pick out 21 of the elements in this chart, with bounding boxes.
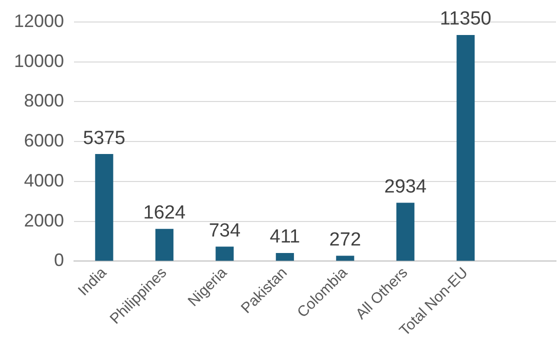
y-tick-label: 4000 [24, 170, 64, 190]
data-label: 272 [329, 230, 361, 251]
data-label: 5375 [83, 128, 126, 149]
bar [276, 253, 294, 261]
bar [396, 202, 414, 261]
data-label: 1624 [143, 202, 186, 224]
y-tick-label: 8000 [24, 90, 64, 111]
y-tick-label: 2000 [24, 210, 64, 230]
bar [155, 228, 174, 261]
data-label: 11350 [440, 8, 492, 30]
y-tick-label: 0 [54, 250, 64, 270]
bar [216, 246, 234, 261]
bar [95, 154, 114, 261]
y-tick-label: 10000 [14, 50, 64, 71]
data-label: 734 [208, 220, 241, 242]
y-tick-label: 6000 [24, 130, 64, 151]
data-label: 2934 [384, 176, 427, 198]
bar [336, 256, 354, 261]
data-label: 411 [270, 226, 300, 248]
y-tick-label: 12000 [14, 10, 64, 31]
bar [456, 34, 475, 261]
